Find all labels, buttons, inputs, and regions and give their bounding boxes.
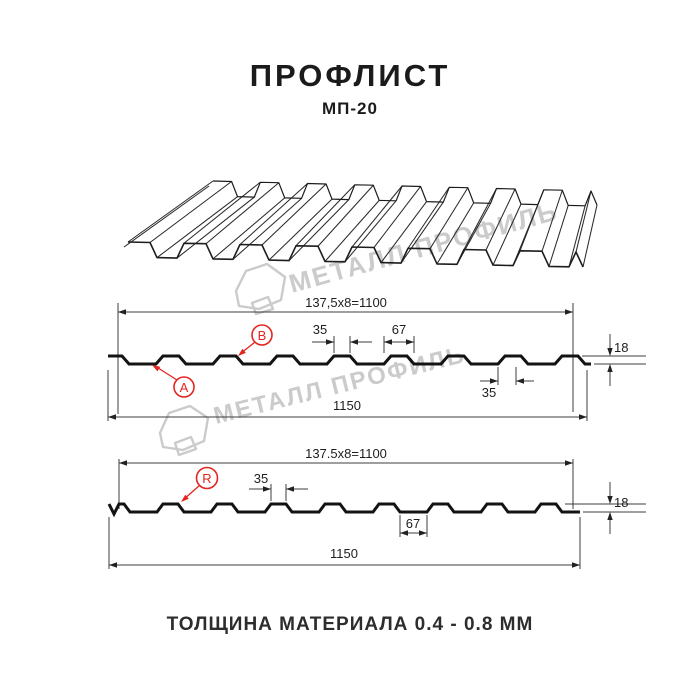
dim-label: 18	[614, 495, 628, 510]
annotation-b: B	[238, 324, 273, 356]
label-a: A	[180, 380, 189, 395]
dim-label: 35	[254, 471, 268, 486]
dim-label: 137,5x8=1100	[305, 295, 387, 310]
profile-outline	[107, 502, 580, 518]
sheet-back-edge	[212, 180, 598, 207]
dim-label: 137.5x8=1100	[305, 446, 387, 461]
dim-label: 67	[406, 516, 420, 531]
red-annotations: B A R	[152, 324, 273, 502]
dim-label: 18	[614, 340, 628, 355]
leader-arrow-icon	[181, 494, 189, 502]
profile-3d-view	[123, 180, 598, 268]
watermark-logo-fold-icon	[250, 295, 275, 316]
dim-label: 1150	[330, 546, 358, 561]
watermark-logo-icon	[158, 404, 210, 452]
annotation-r: R	[181, 466, 219, 502]
label-a-circle	[173, 376, 195, 398]
dim-label: 35	[482, 385, 496, 400]
dim-label: 1150	[333, 398, 361, 413]
label-b: B	[258, 328, 267, 343]
label-r-circle	[195, 466, 219, 490]
watermark-layer: МЕТАЛЛ ПРОФИЛЬ МЕТАЛЛ ПРОФИЛЬ	[158, 196, 561, 457]
thickness-note: ТОЛЩИНА МАТЕРИАЛА 0.4 - 0.8 ММ	[166, 614, 534, 635]
leader-arrow-icon	[238, 348, 246, 356]
watermark-logo-icon	[234, 262, 287, 311]
sheet-front-edge	[127, 241, 584, 268]
leader-arrow-icon	[152, 365, 161, 372]
dim-label: 67	[392, 322, 406, 337]
label-b-circle	[251, 324, 273, 346]
profile-outline	[108, 354, 591, 366]
page-title: ПРОФЛИСТ	[249, 58, 451, 93]
annotation-a: A	[152, 365, 195, 398]
label-r: R	[202, 471, 211, 486]
page-subtitle: МП-20	[322, 99, 378, 118]
cross-section-front-side: 137,5x8=1100 35 67 35 18 1150	[107, 295, 646, 421]
dim-label: 35	[313, 322, 327, 337]
watermark-logo-fold-icon	[173, 435, 198, 457]
cross-section-reverse-side: 137.5x8=1100 35 67 18 1150	[107, 446, 646, 569]
